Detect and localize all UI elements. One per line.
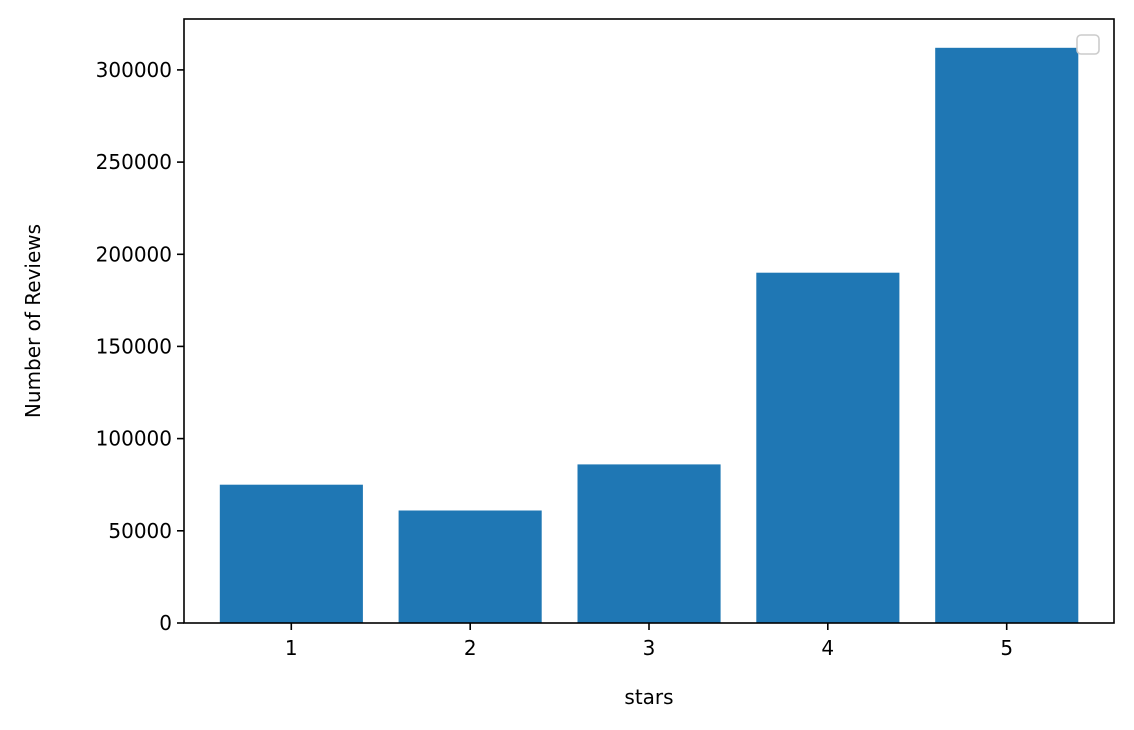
x-tick-label: 3 — [643, 636, 656, 660]
y-tick-label: 0 — [159, 611, 172, 635]
legend-box — [1076, 34, 1100, 55]
y-axis-label: Number of Reviews — [21, 224, 45, 418]
x-tick-label: 4 — [821, 636, 834, 660]
bar-2 — [398, 510, 542, 623]
x-axis-label: stars — [624, 685, 673, 709]
y-tick-label: 250000 — [96, 150, 172, 174]
bar-1 — [219, 484, 363, 623]
bar-5 — [935, 47, 1079, 624]
x-tick-label: 2 — [464, 636, 477, 660]
y-tick-label: 300000 — [96, 58, 172, 82]
x-axis: 1 2 3 4 5 — [285, 623, 1013, 660]
bar-4 — [756, 272, 900, 623]
y-tick-label: 100000 — [96, 427, 172, 451]
y-tick-label: 50000 — [108, 519, 172, 543]
y-tick-label: 150000 — [96, 334, 172, 358]
x-tick-label: 5 — [1000, 636, 1013, 660]
y-tick-label: 200000 — [96, 242, 172, 266]
bars-group — [219, 47, 1079, 624]
y-axis: 0 50000 100000 150000 200000 250000 300000 — [96, 58, 184, 635]
x-tick-label: 1 — [285, 636, 298, 660]
bar-3 — [577, 464, 721, 623]
